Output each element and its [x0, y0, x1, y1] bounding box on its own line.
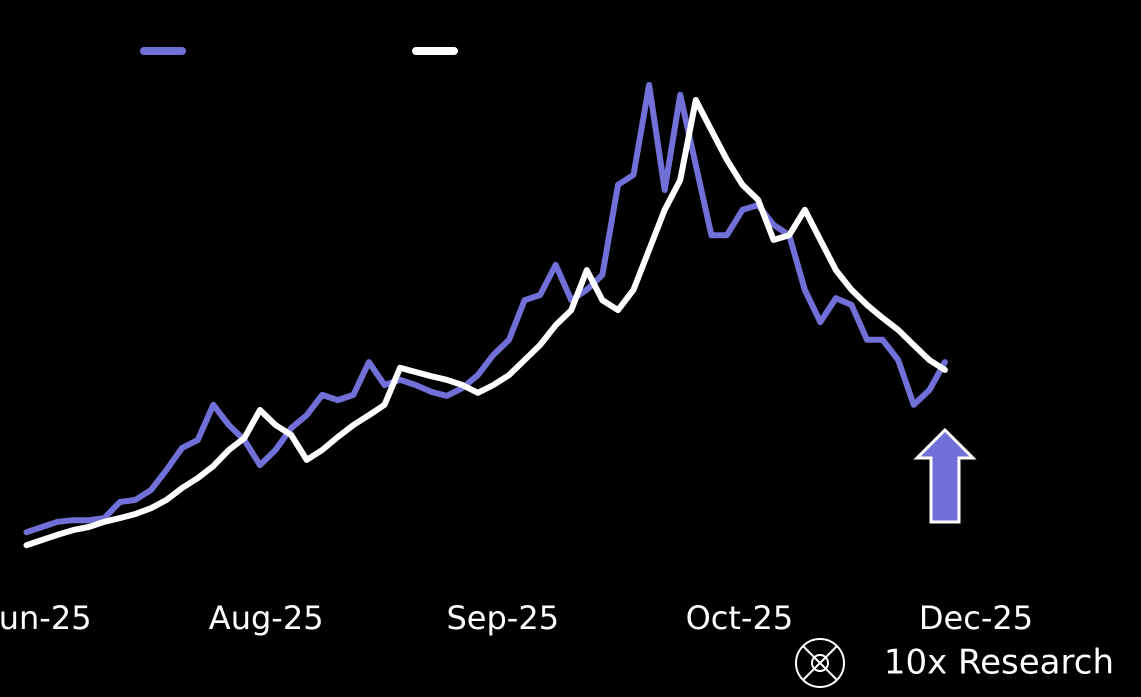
x-tick-label: Dec-25	[919, 599, 1033, 637]
legend-swatch	[412, 47, 458, 55]
logo-stroke	[802, 645, 838, 681]
x-tick-label: Aug-25	[209, 599, 324, 637]
series-line	[23, 82, 948, 536]
watermark: 10x Research	[884, 643, 1114, 683]
series-line	[23, 97, 948, 549]
legend-swatch	[140, 47, 186, 55]
x-tick-label: un-25	[0, 599, 92, 637]
x-tick-label: Oct-25	[686, 599, 794, 637]
arrow-annotation	[913, 427, 977, 524]
x-tick-label: Sep-25	[446, 599, 559, 637]
logo-circle	[795, 638, 845, 688]
logo-icon	[795, 638, 845, 688]
logo-inner	[811, 654, 829, 672]
